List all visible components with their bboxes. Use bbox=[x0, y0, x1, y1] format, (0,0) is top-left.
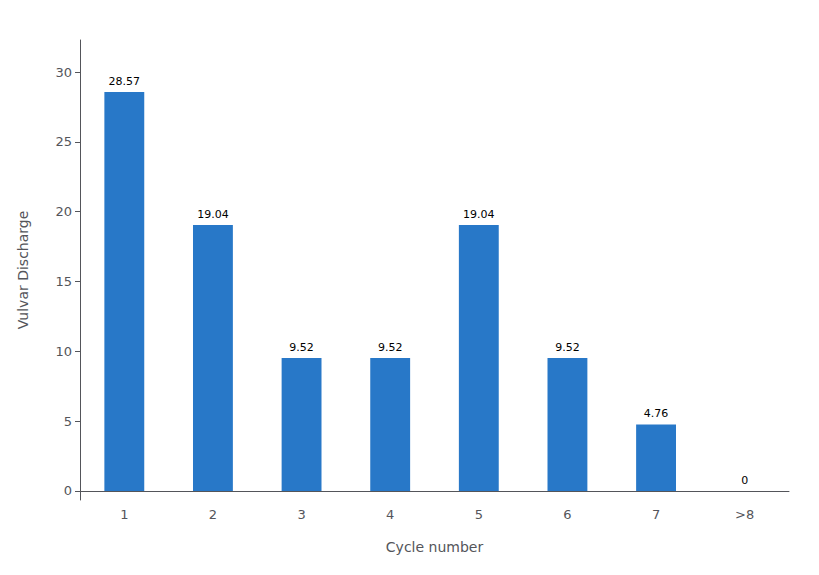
svg-text:5: 5 bbox=[475, 507, 483, 522]
svg-text:28.57: 28.57 bbox=[109, 75, 141, 88]
svg-text:1: 1 bbox=[120, 507, 128, 522]
svg-text:30: 30 bbox=[55, 65, 72, 80]
svg-text:19.04: 19.04 bbox=[197, 208, 229, 221]
svg-text:0: 0 bbox=[64, 483, 72, 498]
svg-text:25: 25 bbox=[55, 134, 72, 149]
svg-text:5: 5 bbox=[64, 414, 72, 429]
svg-text:Cycle number: Cycle number bbox=[386, 539, 484, 555]
svg-text:4.76: 4.76 bbox=[644, 407, 669, 420]
svg-text:Vulvar Discharge: Vulvar Discharge bbox=[15, 211, 31, 330]
svg-text:9.52: 9.52 bbox=[378, 341, 403, 354]
svg-text:19.04: 19.04 bbox=[463, 208, 495, 221]
svg-text:0: 0 bbox=[741, 474, 748, 487]
svg-text:4: 4 bbox=[386, 507, 394, 522]
svg-text:3: 3 bbox=[297, 507, 305, 522]
svg-text:6: 6 bbox=[563, 507, 571, 522]
svg-text:9.52: 9.52 bbox=[555, 341, 580, 354]
svg-text:>8: >8 bbox=[735, 507, 754, 522]
svg-text:9.52: 9.52 bbox=[289, 341, 314, 354]
svg-text:15: 15 bbox=[55, 274, 72, 289]
svg-text:20: 20 bbox=[55, 204, 72, 219]
svg-text:7: 7 bbox=[652, 507, 660, 522]
svg-text:2: 2 bbox=[209, 507, 217, 522]
svg-text:10: 10 bbox=[55, 344, 72, 359]
